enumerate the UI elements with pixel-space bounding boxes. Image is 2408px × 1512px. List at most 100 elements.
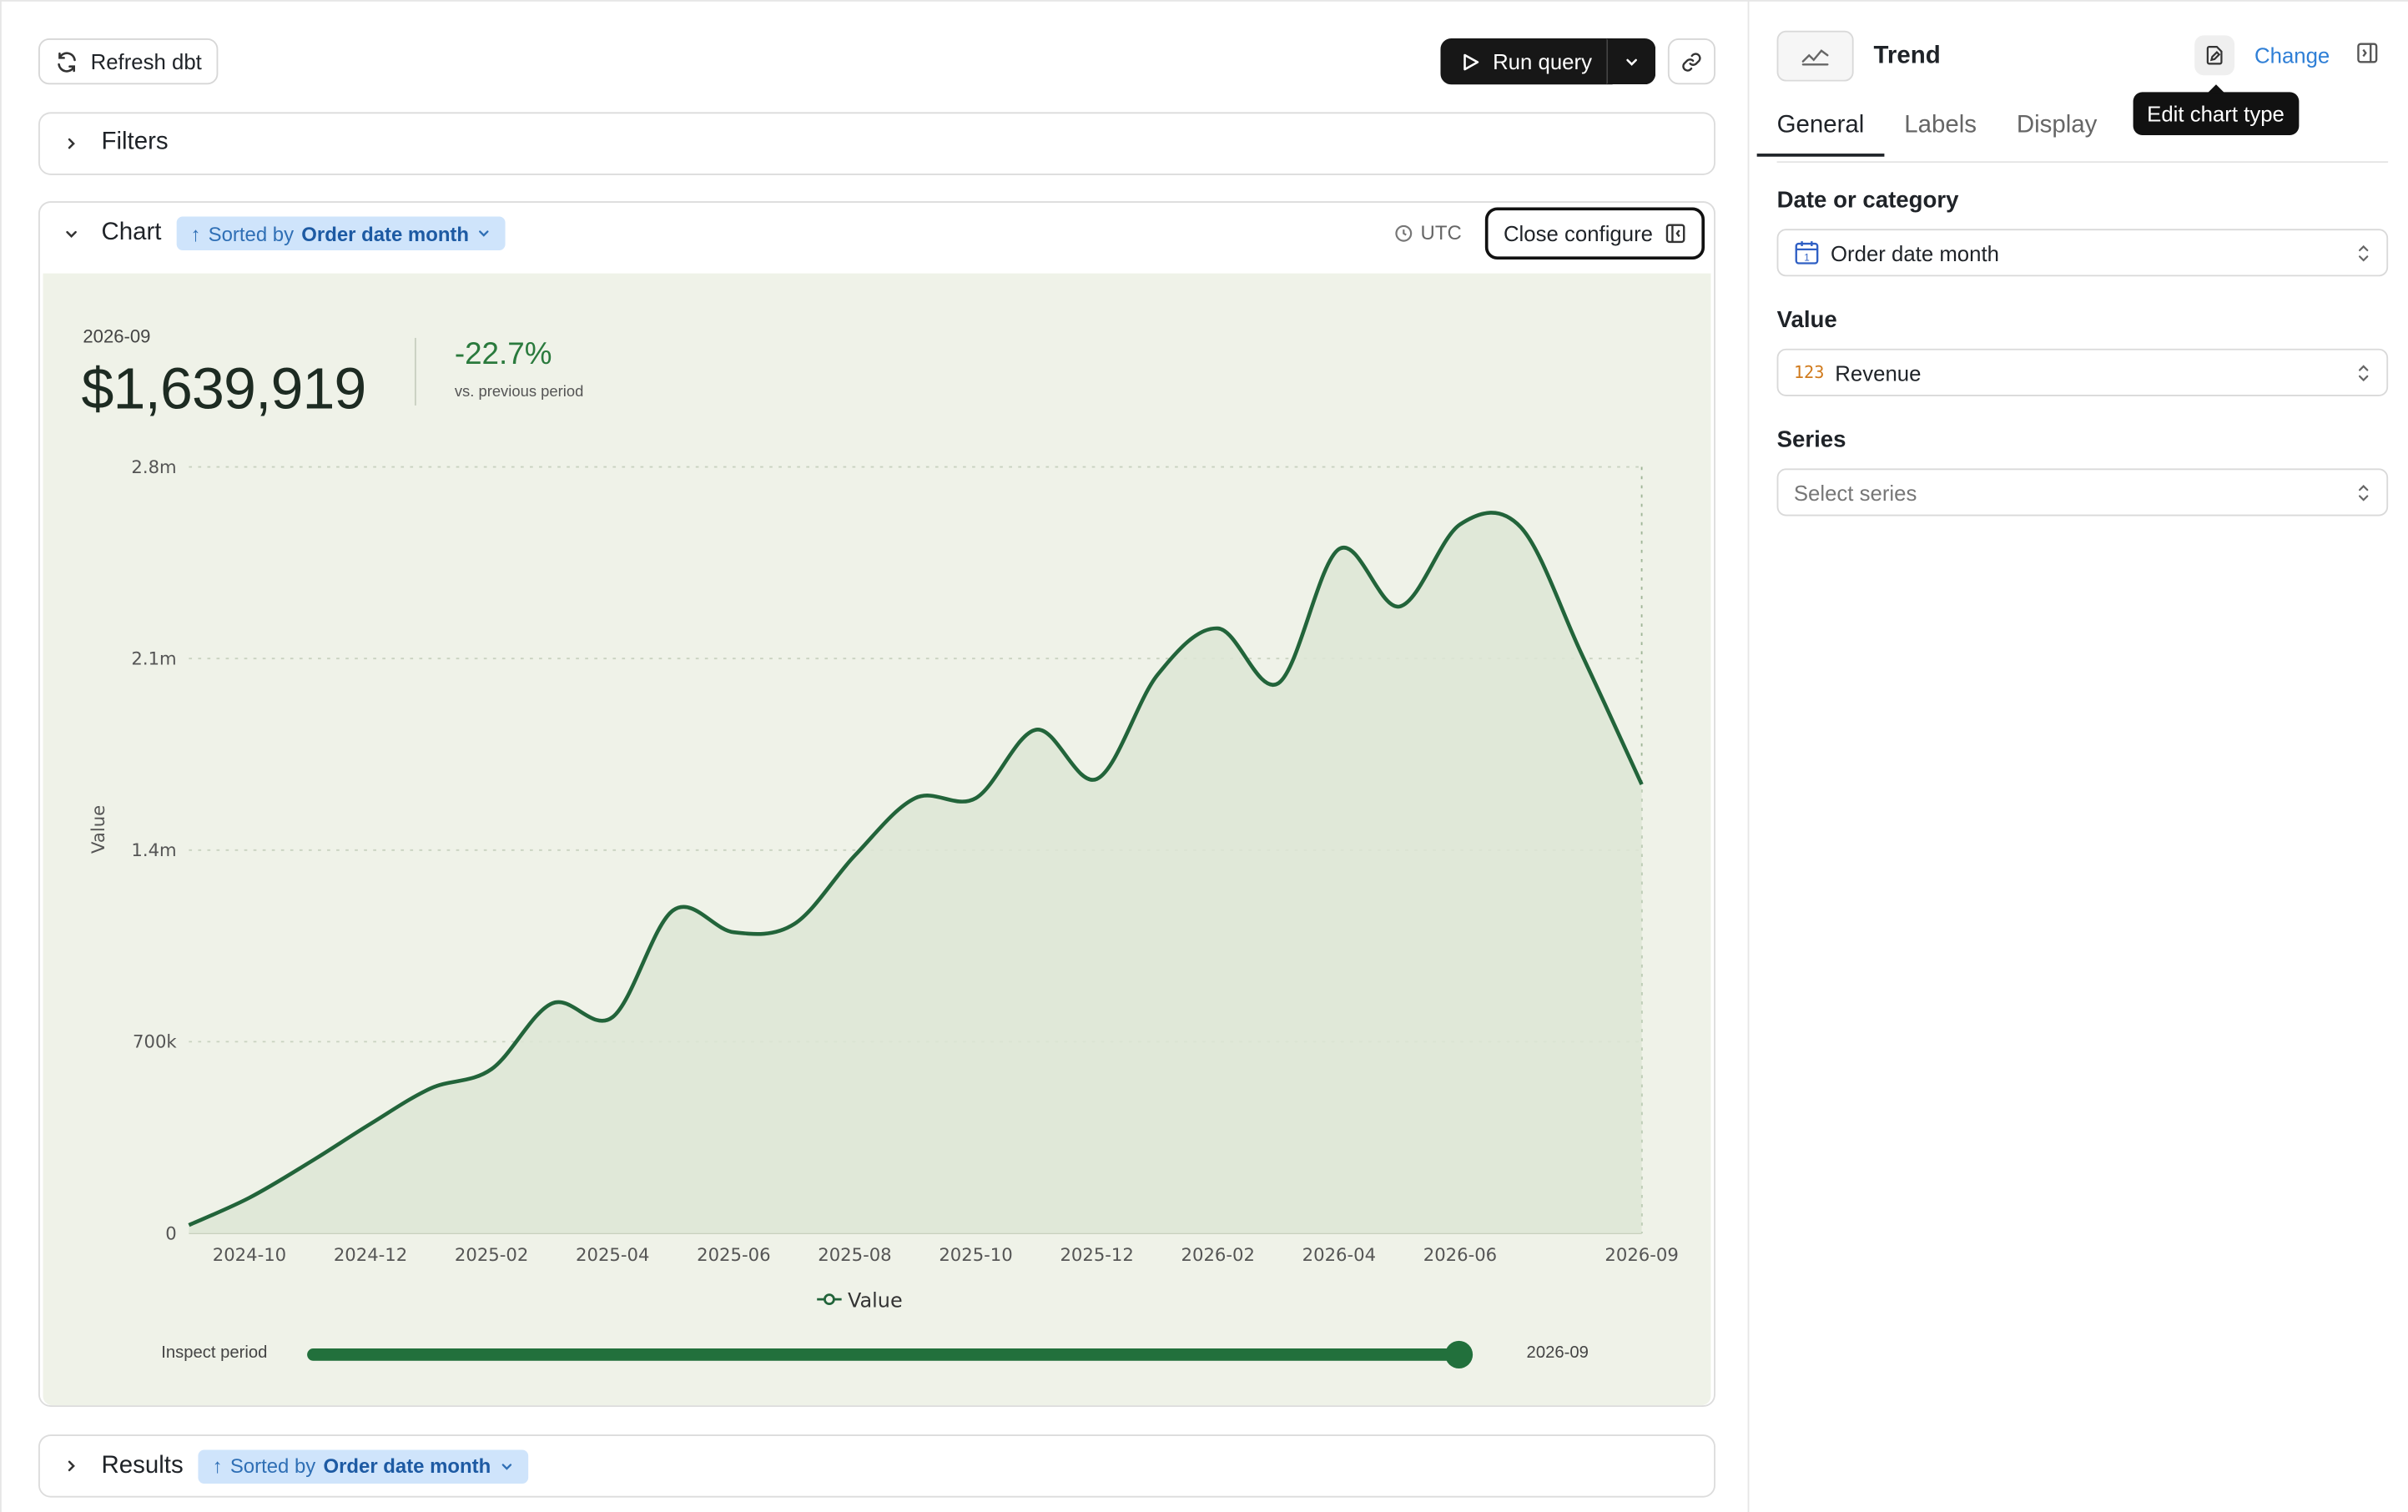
kpi-value: $1,639,919 [81,357,367,423]
x-tick-label: 2024-12 [334,1244,407,1265]
series-area-fill [189,512,1642,1234]
inspect-period-slider[interactable] [307,1340,1474,1368]
refresh-dbt-button[interactable]: Refresh dbt [38,38,219,85]
inspect-slider-handle[interactable] [1445,1340,1474,1368]
collapse-sidebar-button[interactable] [2355,42,2379,73]
arrow-up-icon: ↑ [212,1454,223,1478]
inspect-slider-fill [307,1348,1459,1361]
x-tick-label: 2026-02 [1181,1244,1255,1265]
chart-sort-badge[interactable]: ↑ Sorted by Order date month [176,216,506,251]
chart-type-thumbnail[interactable] [1776,30,1854,82]
x-tick-label: 2025-12 [1060,1244,1133,1265]
tab-display[interactable]: Display [2016,112,2098,139]
svg-text:1: 1 [1804,253,1810,264]
sort-prefix: Sorted by [208,221,295,245]
kpi-delta: -22.7% [454,337,552,372]
y-tick-label: 0 [165,1222,176,1243]
results-panel[interactable]: Results ↑ Sorted by Order date month [38,1434,1715,1498]
clock-icon [1395,224,1413,241]
close-configure-button[interactable]: Close configure [1484,207,1705,260]
kpi-delta-caption: vs. previous period [454,384,584,401]
inspect-period-label: Inspect period [161,1343,268,1363]
edit-chart-type-button[interactable] [2194,35,2235,76]
legend-swatch-marker [824,1293,835,1306]
x-tick-label: 2025-02 [455,1244,528,1265]
refresh-dbt-label: Refresh dbt [90,48,202,74]
inspect-period-value: 2026-09 [1526,1343,1589,1363]
run-query-button[interactable]: Run query [1440,38,1612,85]
configure-sidebar: Trend Change General Labels Display Colo… [1747,0,2408,1512]
date-category-label: Date or category [1776,187,1959,214]
x-tick-label: 2025-08 [818,1244,891,1265]
chevron-down-icon [479,230,490,237]
chevron-down-icon [1625,58,1637,65]
change-link-label: Change [2254,43,2330,68]
trend-chart: Value 0 700k 1.4m 2.1m 2.8m 2024-10 2024-12 202… [88,456,1679,1312]
chevron-right-icon [62,1457,80,1475]
x-tick-label: 2026-04 [1302,1244,1376,1265]
play-icon [1463,53,1479,70]
date-category-value: Order date month [1830,240,1999,265]
close-configure-label: Close configure [1503,221,1654,246]
filters-title: Filters [101,129,169,155]
y-tick-label: 700k [133,1031,177,1052]
y-tick-label: 2.8m [131,456,176,477]
value-select-value: Revenue [1835,360,1922,386]
x-tick-label: 2025-04 [576,1244,649,1265]
series-label: Series [1776,426,1846,453]
trend-chart-icon [1801,48,1829,65]
date-category-select[interactable]: 1 Order date month [1776,229,2389,277]
x-tick-label: 2026-06 [1423,1244,1497,1265]
filters-panel[interactable]: Filters [38,112,1715,175]
y-tick-label: 1.4m [131,839,176,860]
timezone-indicator: UTC [1394,221,1462,244]
legend-label-value: Value [848,1288,903,1312]
kpi-divider [414,337,416,406]
main-area: Refresh dbt Run query Filters [0,0,1748,1512]
run-query-label: Run query [1493,48,1592,74]
series-select[interactable]: Select series [1776,468,2389,517]
arrow-up-icon: ↑ [190,221,201,245]
run-options-dropdown[interactable] [1606,38,1656,85]
value-label: Value [1776,307,1837,334]
series-placeholder: Select series [1793,480,1917,505]
tab-labels[interactable]: Labels [1904,112,1977,139]
panel-collapse-icon [1666,224,1685,244]
chart-area: 2026-09 $1,639,919 -22.7% vs. previous p… [43,273,1711,1406]
chevron-right-icon [62,134,80,152]
change-chart-type-link[interactable]: Change [2254,43,2330,68]
kpi-date: 2026-09 [83,325,151,347]
chevron-down-icon [501,1463,511,1469]
series-line-value [188,511,1644,1227]
chart-title: Chart [101,219,162,246]
x-tick-label: 2025-10 [939,1244,1012,1265]
timezone-label: UTC [1420,221,1462,244]
refresh-icon [58,51,76,72]
copy-link-button[interactable] [1667,38,1715,85]
results-sort-badge[interactable]: ↑ Sorted by Order date month [199,1449,528,1484]
sidebar-toggle-icon [2357,43,2378,63]
x-tick-label: 2025-06 [697,1244,770,1265]
edit-chart-type-tooltip: Edit chart type [2133,84,2299,135]
up-down-chevron-icon [2358,244,2369,262]
y-axis-label: Value [88,805,108,854]
x-tick-label: 2024-10 [213,1244,286,1265]
results-title: Results [101,1452,184,1479]
up-down-chevron-icon [2358,365,2369,382]
chart-panel: Chart ↑ Sorted by Order date month UTC C… [38,201,1715,1407]
number-type-icon: 123 [1793,362,1825,383]
value-select[interactable]: 123 Revenue [1776,348,2389,396]
calendar-icon: 1 [1795,241,1819,265]
tab-general[interactable]: General [1756,112,1885,157]
sort-field: Order date month [301,221,470,245]
link-icon [1682,52,1701,71]
sort-field: Order date month [323,1454,491,1478]
chart-type-name: Trend [1873,43,1941,69]
x-tick-label: 2026-09 [1604,1244,1678,1265]
chevron-down-icon[interactable] [62,224,80,243]
y-tick-label: 2.1m [131,648,176,669]
edit-file-icon [2206,46,2223,65]
up-down-chevron-icon [2358,484,2369,501]
sort-prefix: Sorted by [229,1454,316,1478]
tabs-divider [1776,161,2389,164]
